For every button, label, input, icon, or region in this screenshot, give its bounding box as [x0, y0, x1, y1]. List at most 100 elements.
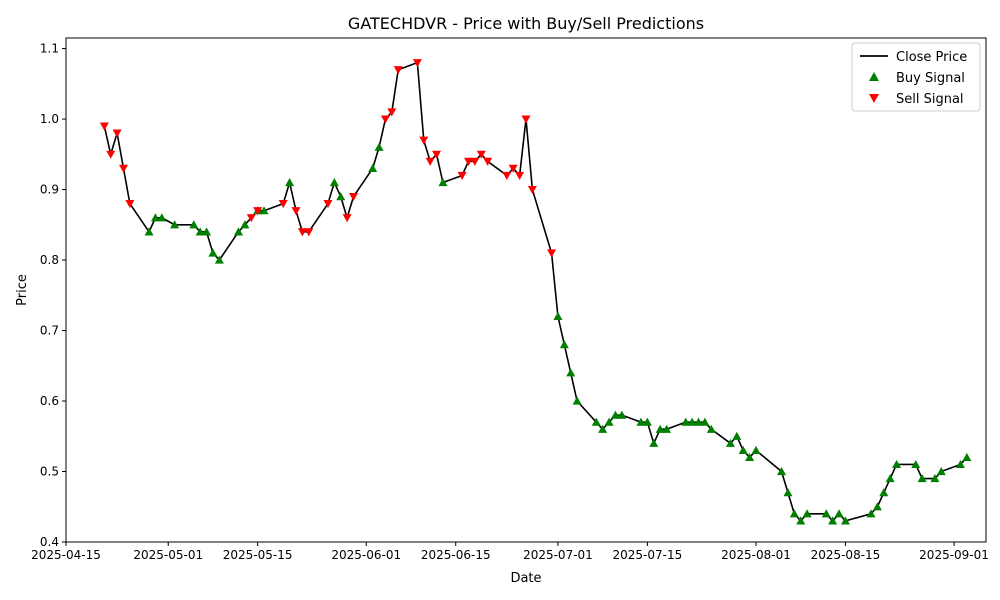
- y-tick-label: 1.0: [40, 112, 59, 126]
- buy-signal-marker: [157, 213, 167, 222]
- buy-signal-marker: [725, 438, 735, 447]
- buy-signal-marker: [610, 410, 620, 419]
- sell-signal-marker: [349, 193, 358, 202]
- buy-signal-marker: [195, 227, 205, 236]
- buy-signal-marker: [655, 424, 665, 433]
- x-tick-label: 2025-06-15: [421, 548, 491, 562]
- x-tick-label: 2025-05-01: [133, 548, 203, 562]
- buy-signal-marker: [745, 452, 755, 462]
- buy-signal-marker: [828, 516, 838, 525]
- sell-signal-marker: [508, 164, 518, 173]
- buy-signal-marker: [662, 424, 672, 433]
- buy-signal-marker: [566, 368, 576, 377]
- sell-signal-marker: [278, 200, 288, 209]
- buy-signal-marker: [336, 192, 346, 201]
- legend: Close Price Buy Signal Sell Signal: [851, 42, 981, 112]
- buy-signal-marker: [591, 417, 601, 426]
- buy-signal-marker: [802, 509, 812, 518]
- sell-signal-marker: [457, 171, 467, 180]
- buy-signal-marker: [834, 509, 844, 518]
- buy-signal-marker: [572, 396, 582, 405]
- x-axis-label: Date: [510, 571, 541, 586]
- buy-signal-marker: [751, 445, 761, 454]
- buy-signal-marker: [234, 227, 243, 236]
- buy-signal-marker: [872, 502, 882, 511]
- sell-signal-marker: [125, 200, 135, 209]
- buy-signal-marker: [559, 340, 569, 349]
- y-axis-label: Price: [15, 274, 30, 306]
- buy-signal-marker: [189, 220, 199, 229]
- x-axis-ticks: 2025-04-15 2025-05-01 2025-05-15 2025-06-01…: [31, 542, 989, 562]
- sell-signal-marker: [380, 115, 390, 124]
- buy-signal-marker: [732, 431, 742, 440]
- legend-label-close-price: Close Price: [896, 50, 967, 65]
- sell-signal-marker: [432, 150, 442, 159]
- sell-signal-marker: [119, 164, 128, 173]
- sell-signal-marker: [464, 157, 473, 166]
- buy-signal-marker: [687, 417, 697, 426]
- x-tick-label: 2025-08-01: [721, 548, 791, 562]
- plot-frame: [65, 37, 987, 543]
- buy-signal-marker: [681, 417, 691, 426]
- legend-label-sell-signal: Sell Signal: [896, 92, 964, 107]
- sell-signal-marker: [547, 249, 557, 258]
- buy-signal-marker: [329, 178, 339, 187]
- buy-signal-marker: [738, 445, 748, 454]
- buy-signal-marker: [706, 424, 716, 433]
- legend-box: [851, 42, 981, 112]
- buy-signal-marker: [285, 178, 295, 187]
- buy-signal-marker: [259, 206, 269, 215]
- buy-signal-marker: [930, 474, 940, 483]
- buy-signal-marker: [649, 438, 659, 447]
- chart-title: GATECHDVR - Price with Buy/Sell Predicti…: [348, 14, 704, 33]
- x-tick-label: 2025-06-01: [331, 548, 401, 562]
- sell-signal-marker: [253, 207, 263, 216]
- sell-signal-marker: [99, 122, 109, 131]
- y-tick-label: 0.9: [40, 183, 59, 197]
- buy-signal-marker: [617, 410, 627, 419]
- buy-signal-marker: [368, 163, 378, 173]
- buy-signal-marker: [240, 220, 250, 229]
- sell-signal-marker: [246, 214, 256, 223]
- buy-signal-marker: [604, 417, 614, 426]
- y-tick-label: 0.8: [40, 253, 59, 267]
- sell-signal-marker: [106, 150, 116, 159]
- x-tick-label: 2025-05-15: [223, 548, 293, 562]
- sell-signal-marker: [291, 207, 301, 216]
- legend-label-buy-signal: Buy Signal: [896, 71, 965, 86]
- x-tick-label: 2025-07-15: [613, 548, 683, 562]
- buy-signal-marker: [170, 220, 180, 229]
- buy-signal-marker: [917, 474, 927, 483]
- y-tick-label: 0.7: [40, 324, 59, 338]
- sell-signal-marker: [412, 59, 422, 68]
- buy-signal-marker: [783, 488, 793, 497]
- sell-signal-marker: [304, 228, 314, 237]
- buy-signal-marker: [438, 178, 448, 187]
- buy-signal-marker: [866, 509, 876, 518]
- buy-signal-marker: [694, 417, 703, 426]
- buy-signal-marker: [202, 227, 212, 236]
- buy-signal-marker: [840, 516, 850, 525]
- x-tick-label: 2025-04-15: [31, 548, 101, 562]
- buy-signal-marker: [879, 488, 889, 497]
- buy-signal-marker: [936, 467, 946, 476]
- sell-signal-marker: [476, 150, 486, 159]
- buy-signal-marker: [636, 417, 646, 426]
- sell-signal-marker: [470, 157, 480, 166]
- buy-signal-marker: [642, 417, 652, 426]
- plot-content: [99, 59, 972, 525]
- x-tick-label: 2025-08-15: [811, 548, 881, 562]
- sell-signal-marker: [483, 157, 493, 166]
- sell-signal-marker: [393, 66, 403, 75]
- buy-signal-marker: [374, 142, 384, 151]
- buy-signal-marker: [911, 459, 921, 469]
- y-tick-label: 0.6: [40, 394, 59, 408]
- y-tick-label: 0.5: [40, 465, 59, 479]
- buy-signal-marker: [892, 459, 902, 469]
- buy-signal-marker: [553, 311, 563, 321]
- y-tick-label: 0.4: [40, 535, 59, 549]
- x-tick-label: 2025-09-01: [919, 548, 989, 562]
- buy-signal-marker: [598, 424, 608, 433]
- buy-signal-marker: [796, 516, 806, 525]
